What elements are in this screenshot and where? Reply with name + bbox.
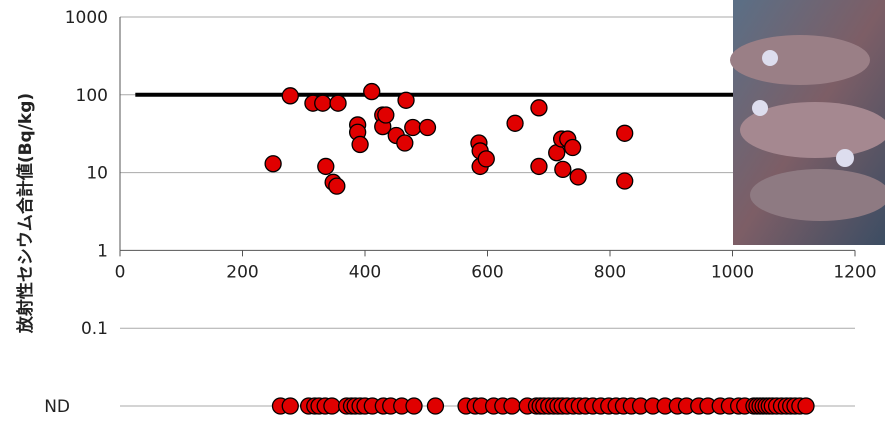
data-point xyxy=(329,94,347,112)
x-tick-label: 1200 xyxy=(833,262,876,282)
data-point xyxy=(351,135,369,154)
data-point xyxy=(554,160,572,179)
data-point xyxy=(397,91,415,109)
nd-point xyxy=(426,397,445,415)
data-point xyxy=(281,87,299,105)
data-point xyxy=(506,114,524,132)
y-tick-label: 1000 xyxy=(65,8,108,28)
x-tick-label: 1000 xyxy=(711,262,754,282)
nd-point xyxy=(503,397,521,415)
data-point xyxy=(563,138,582,157)
x-tick-label: 200 xyxy=(226,262,258,282)
data-point xyxy=(418,118,437,137)
x-tick-label: 600 xyxy=(471,262,503,282)
x-tick-label: 800 xyxy=(594,262,626,282)
y-axis-label: 放射性セシウム合計値(Bq/kg) xyxy=(15,93,36,334)
data-point xyxy=(264,155,282,173)
data-point xyxy=(477,150,495,168)
data-point xyxy=(404,118,422,137)
y-tick-label: 0.1 xyxy=(81,319,108,339)
data-point xyxy=(377,106,395,124)
y-tick-label: ND xyxy=(44,397,70,417)
data-point xyxy=(569,168,587,186)
data-point xyxy=(363,82,381,101)
x-tick-label: 400 xyxy=(349,262,381,282)
nd-point xyxy=(281,397,299,415)
data-point xyxy=(396,134,414,152)
nd-point xyxy=(323,397,341,415)
photo xyxy=(730,0,885,245)
data-point xyxy=(616,124,634,142)
y-tick-label: 100 xyxy=(76,86,108,106)
nd-point xyxy=(405,397,423,415)
data-point xyxy=(530,157,548,176)
nd-point xyxy=(797,397,815,415)
data-point xyxy=(616,172,634,190)
x-tick-label: 0 xyxy=(115,262,126,282)
data-point xyxy=(530,99,548,117)
data-point xyxy=(314,94,332,112)
y-tick-label: 1 xyxy=(97,241,108,261)
data-point xyxy=(317,157,335,176)
y-tick-label: 10 xyxy=(86,164,108,184)
data-point xyxy=(328,177,346,195)
